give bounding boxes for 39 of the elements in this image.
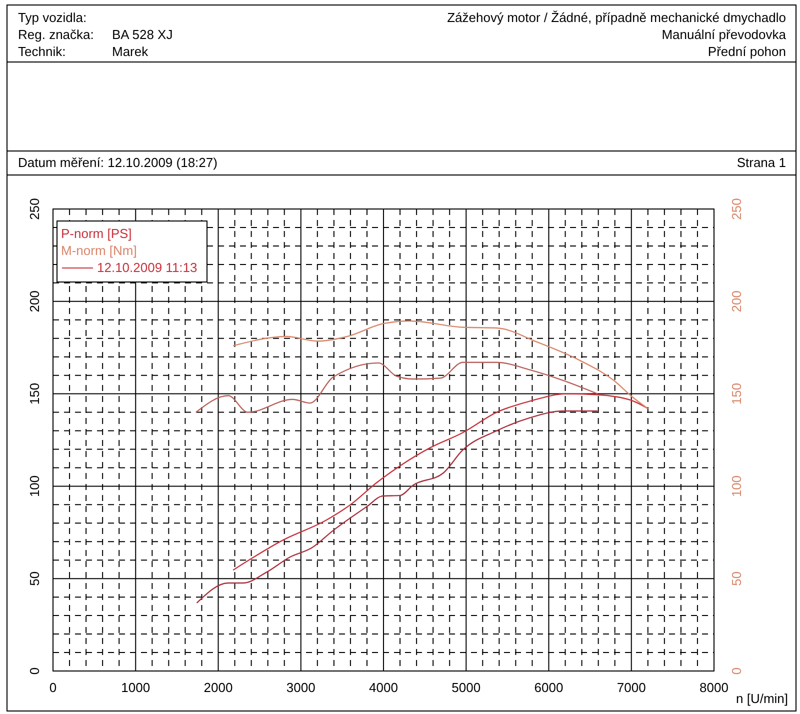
line-series <box>195 362 598 413</box>
x-tick-label: 8000 <box>700 680 728 695</box>
x-tick-label: 3000 <box>286 680 316 695</box>
text: Reg. značka: <box>18 27 94 42</box>
line-series <box>232 320 648 410</box>
x-tick-label: 5000 <box>452 680 481 695</box>
text: Zážehový motor / Žádné, případně mechanické dmychadlo <box>447 10 786 25</box>
y-tick-label: 0 <box>27 667 42 675</box>
x-tick-label: 6000 <box>534 680 564 695</box>
y2-tick-label: 200 <box>729 290 744 312</box>
y-tick-label: 100 <box>27 475 42 498</box>
y-tick-label: 250 <box>27 198 42 220</box>
x-tick-label: 1000 <box>121 680 150 695</box>
y2-tick-label: 50 <box>729 571 744 586</box>
x-tick-label: 0 <box>49 680 57 695</box>
text: Strana 1 <box>736 155 786 170</box>
text: Marek <box>112 44 149 59</box>
x-tick-label: 7000 <box>616 680 646 695</box>
y-tick-label: 200 <box>27 290 42 312</box>
y-tick-label: 50 <box>27 571 42 586</box>
text: Manuální převodovka <box>662 27 787 42</box>
text: Datum měření: 12.10.2009 (18:27) <box>18 155 218 170</box>
text: Technik: <box>18 44 66 59</box>
x-tick-label: 4000 <box>369 680 398 695</box>
y2-tick-label: 100 <box>729 475 744 498</box>
legend-title: 12.10.2009 11:13 <box>97 260 198 275</box>
text: Přední pohon <box>708 44 786 59</box>
text: P-norm [PS] <box>61 226 132 241</box>
y2-tick-label: 150 <box>729 382 744 405</box>
x-axis-title: n [U/min] <box>736 691 788 706</box>
text: M-norm [Nm] <box>61 243 137 258</box>
y-tick-label: 150 <box>27 382 42 405</box>
text: Typ vozidla: <box>18 10 87 25</box>
y2-tick-label: 250 <box>729 198 744 220</box>
line-series <box>232 393 648 571</box>
x-tick-label: 2000 <box>204 680 233 695</box>
line-series <box>196 410 598 604</box>
text: BA 528 XJ <box>112 27 173 42</box>
y2-tick-label: 0 <box>729 667 744 675</box>
